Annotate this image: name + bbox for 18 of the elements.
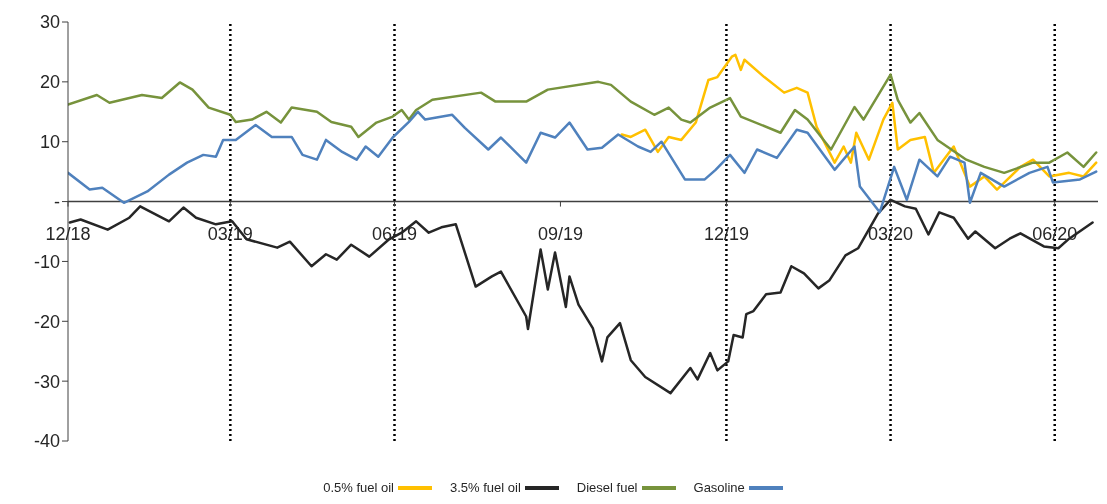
x-tick-label: 03/20 <box>868 223 914 244</box>
line-series <box>68 73 1098 175</box>
line-series <box>620 53 1098 191</box>
y-tick-label: - <box>54 191 60 212</box>
legend-label: 3.5% fuel oil <box>449 480 521 495</box>
y-tick-label: 10 <box>39 132 60 153</box>
y-tick-label: 20 <box>39 72 60 93</box>
y-tick-label: -30 <box>33 371 60 392</box>
y-tick-label: 30 <box>39 12 60 33</box>
x-tick-label: 12/19 <box>703 223 749 244</box>
legend-label: Diesel fuel <box>576 480 638 495</box>
y-tick-label: -40 <box>33 431 60 452</box>
x-tick-label: 09/19 <box>537 223 583 244</box>
y-tick-label: -10 <box>33 251 60 272</box>
legend-label: Gasoline <box>693 480 745 495</box>
y-tick-label: -20 <box>33 311 60 332</box>
x-tick-label: 12/18 <box>45 223 91 244</box>
legend-label: 0.5% fuel oil <box>323 480 394 495</box>
